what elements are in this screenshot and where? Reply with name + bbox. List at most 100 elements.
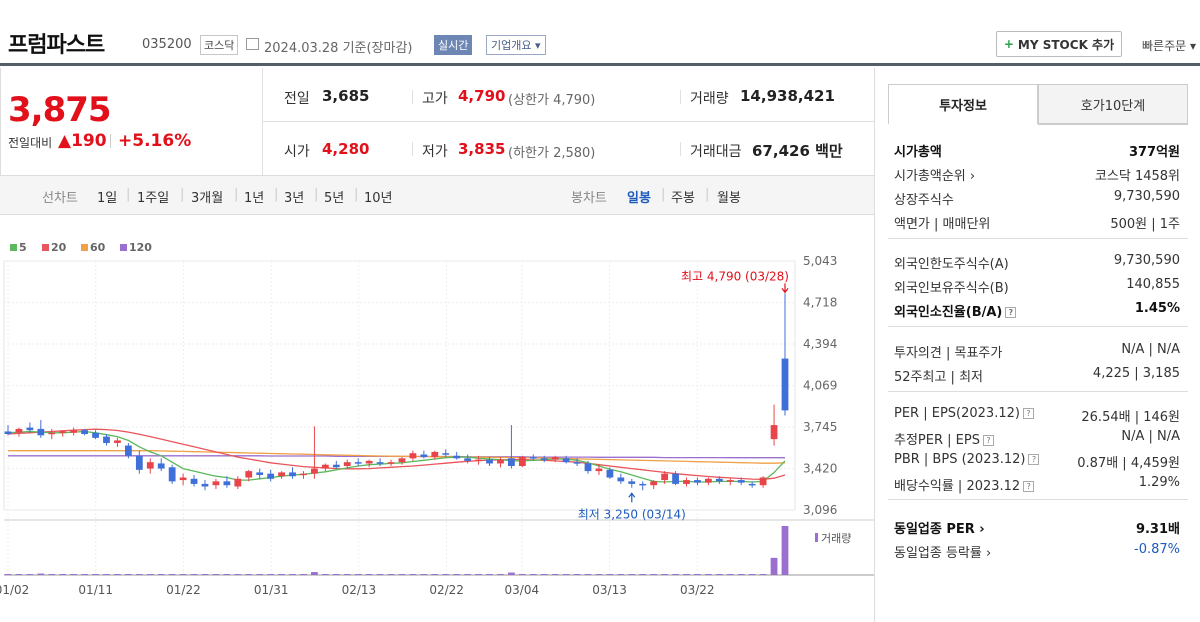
amount-label: 거래대금 (690, 144, 742, 160)
low-label: 저가 (422, 144, 448, 160)
help-icon[interactable]: ? (1005, 307, 1017, 318)
help-icon[interactable]: ? (1023, 481, 1035, 492)
volume-bar (114, 574, 121, 575)
volume-bar (234, 574, 242, 575)
period-3y[interactable]: 3년 (284, 191, 305, 206)
volume-bar (168, 574, 176, 575)
period-1y[interactable]: 1년 (244, 191, 265, 206)
candle-body (650, 481, 658, 486)
candle-body (256, 472, 264, 475)
candle-body (300, 473, 307, 476)
x-tick-label: 01/02 (0, 583, 29, 597)
prev-value: 3,685 (322, 87, 370, 105)
volume-bar (650, 574, 658, 575)
candle-body (48, 432, 56, 435)
volume-bar (190, 574, 198, 575)
divider (262, 121, 874, 122)
volume-bar (617, 574, 625, 575)
help-icon[interactable]: ? (1022, 408, 1034, 419)
invest-row-value: 코스닥 1458위 (1094, 169, 1180, 184)
volume-legend-swatch (815, 533, 818, 542)
invest-row-label: 상장주식수 (894, 193, 954, 208)
candle-body (234, 478, 242, 487)
volume-bar (551, 574, 559, 575)
candle-body (683, 480, 690, 484)
market-badge: 코스닥 (200, 35, 239, 55)
volume-bar (387, 574, 395, 575)
x-tick-label: 03/13 (592, 583, 627, 597)
invest-row-value: 26.54배 | 146원 (1081, 410, 1180, 425)
period-10y[interactable]: 10년 (364, 191, 393, 206)
amount-value: 67,426 백만 (752, 142, 843, 160)
candle-daily[interactable]: 일봉 (627, 191, 651, 206)
candle-body (201, 483, 209, 487)
period-1d[interactable]: 1일 (97, 191, 118, 206)
legend-ma5: 5 (10, 241, 27, 254)
candle-body (705, 478, 712, 483)
help-icon[interactable]: ? (1028, 454, 1040, 465)
invest-row-value: 500원 | 1주 (1110, 217, 1180, 232)
tab-order-book[interactable]: 호가10단계 (1038, 84, 1188, 124)
volume-bar (256, 574, 264, 575)
candle-body (59, 431, 67, 433)
period-1w[interactable]: 1주일 (137, 191, 170, 206)
candlestick-chart[interactable]: 5,043 4,718 4,394 4,069 3,745 3,420 3,096 01/02… (0, 250, 874, 600)
low-arrow (628, 492, 636, 503)
candle-body (81, 430, 88, 435)
candle-body (223, 481, 231, 486)
candle-monthly[interactable]: 월봉 (717, 191, 741, 206)
volume-bar (584, 574, 592, 575)
my-stock-add-button[interactable]: + MY STOCK 추가 (996, 31, 1122, 57)
tab-invest-info[interactable]: 투자정보 (888, 84, 1038, 124)
volume-bar (464, 574, 472, 575)
plus-icon: + (1003, 37, 1014, 51)
moving-average-ma60 (8, 450, 786, 464)
open-value: 4,280 (322, 140, 370, 158)
volume-bar (289, 574, 296, 575)
divider (888, 238, 1188, 239)
volume-bar (628, 574, 636, 575)
divider: | (705, 187, 710, 202)
period-3m[interactable]: 3개월 (191, 191, 224, 206)
x-tick-label: 01/22 (166, 583, 201, 597)
x-tick-label: 01/11 (78, 583, 113, 597)
candle-body (168, 467, 176, 482)
y-tick-label: 4,394 (803, 337, 837, 351)
candle-weekly[interactable]: 주봉 (671, 191, 695, 206)
invest-row-value: 4,225 | 3,185 (1092, 366, 1180, 381)
divider (412, 90, 413, 104)
invest-row-label: 배당수익률 | 2023.12? (894, 475, 1035, 494)
candle-body (715, 478, 723, 482)
y-tick-label: 3,420 (803, 462, 837, 476)
period-bar: 선차트 1일 | 1주일 | 3개월 | 1년 | 3년 | 5년 | 10년 … (0, 175, 874, 215)
volume-bar (278, 574, 285, 575)
volume-bar (103, 574, 110, 575)
volume-bar (146, 574, 154, 575)
candle-body (562, 458, 570, 463)
candle-body (124, 445, 132, 456)
invest-row-label[interactable]: 동일업종 PER › (894, 522, 985, 537)
candle-body (332, 464, 340, 468)
invest-row-label: 투자의견 | 목표주가 (894, 346, 1003, 361)
candle-body (595, 468, 603, 472)
candle-body (267, 473, 275, 479)
volume-value: 14,938,421 (740, 87, 835, 105)
candle-body (781, 358, 789, 411)
company-overview-button[interactable]: 기업개요 ▾ (486, 35, 546, 55)
line-chart-caption: 선차트 (42, 191, 78, 206)
quick-order-button[interactable]: 빠른주문 ▾ (1142, 39, 1196, 53)
volume-label: 거래량 (690, 91, 729, 107)
low-value: 3,835 (458, 140, 506, 158)
volume-bar (518, 574, 526, 575)
invest-row-value: 9,730,590 (1113, 189, 1180, 204)
help-icon[interactable]: ? (982, 435, 994, 446)
stock-name: 프럼파스트 (8, 33, 105, 58)
x-tick-label: 03/04 (505, 583, 540, 597)
realtime-button[interactable]: 실시간 (434, 35, 473, 55)
period-5y[interactable]: 5년 (324, 191, 345, 206)
invest-row-label[interactable]: 시가총액순위 › (894, 169, 976, 184)
candle-body (92, 432, 99, 438)
invest-row-label[interactable]: 동일업종 등락률 › (894, 546, 992, 561)
candle-body (245, 471, 253, 478)
candle-body (431, 451, 439, 458)
